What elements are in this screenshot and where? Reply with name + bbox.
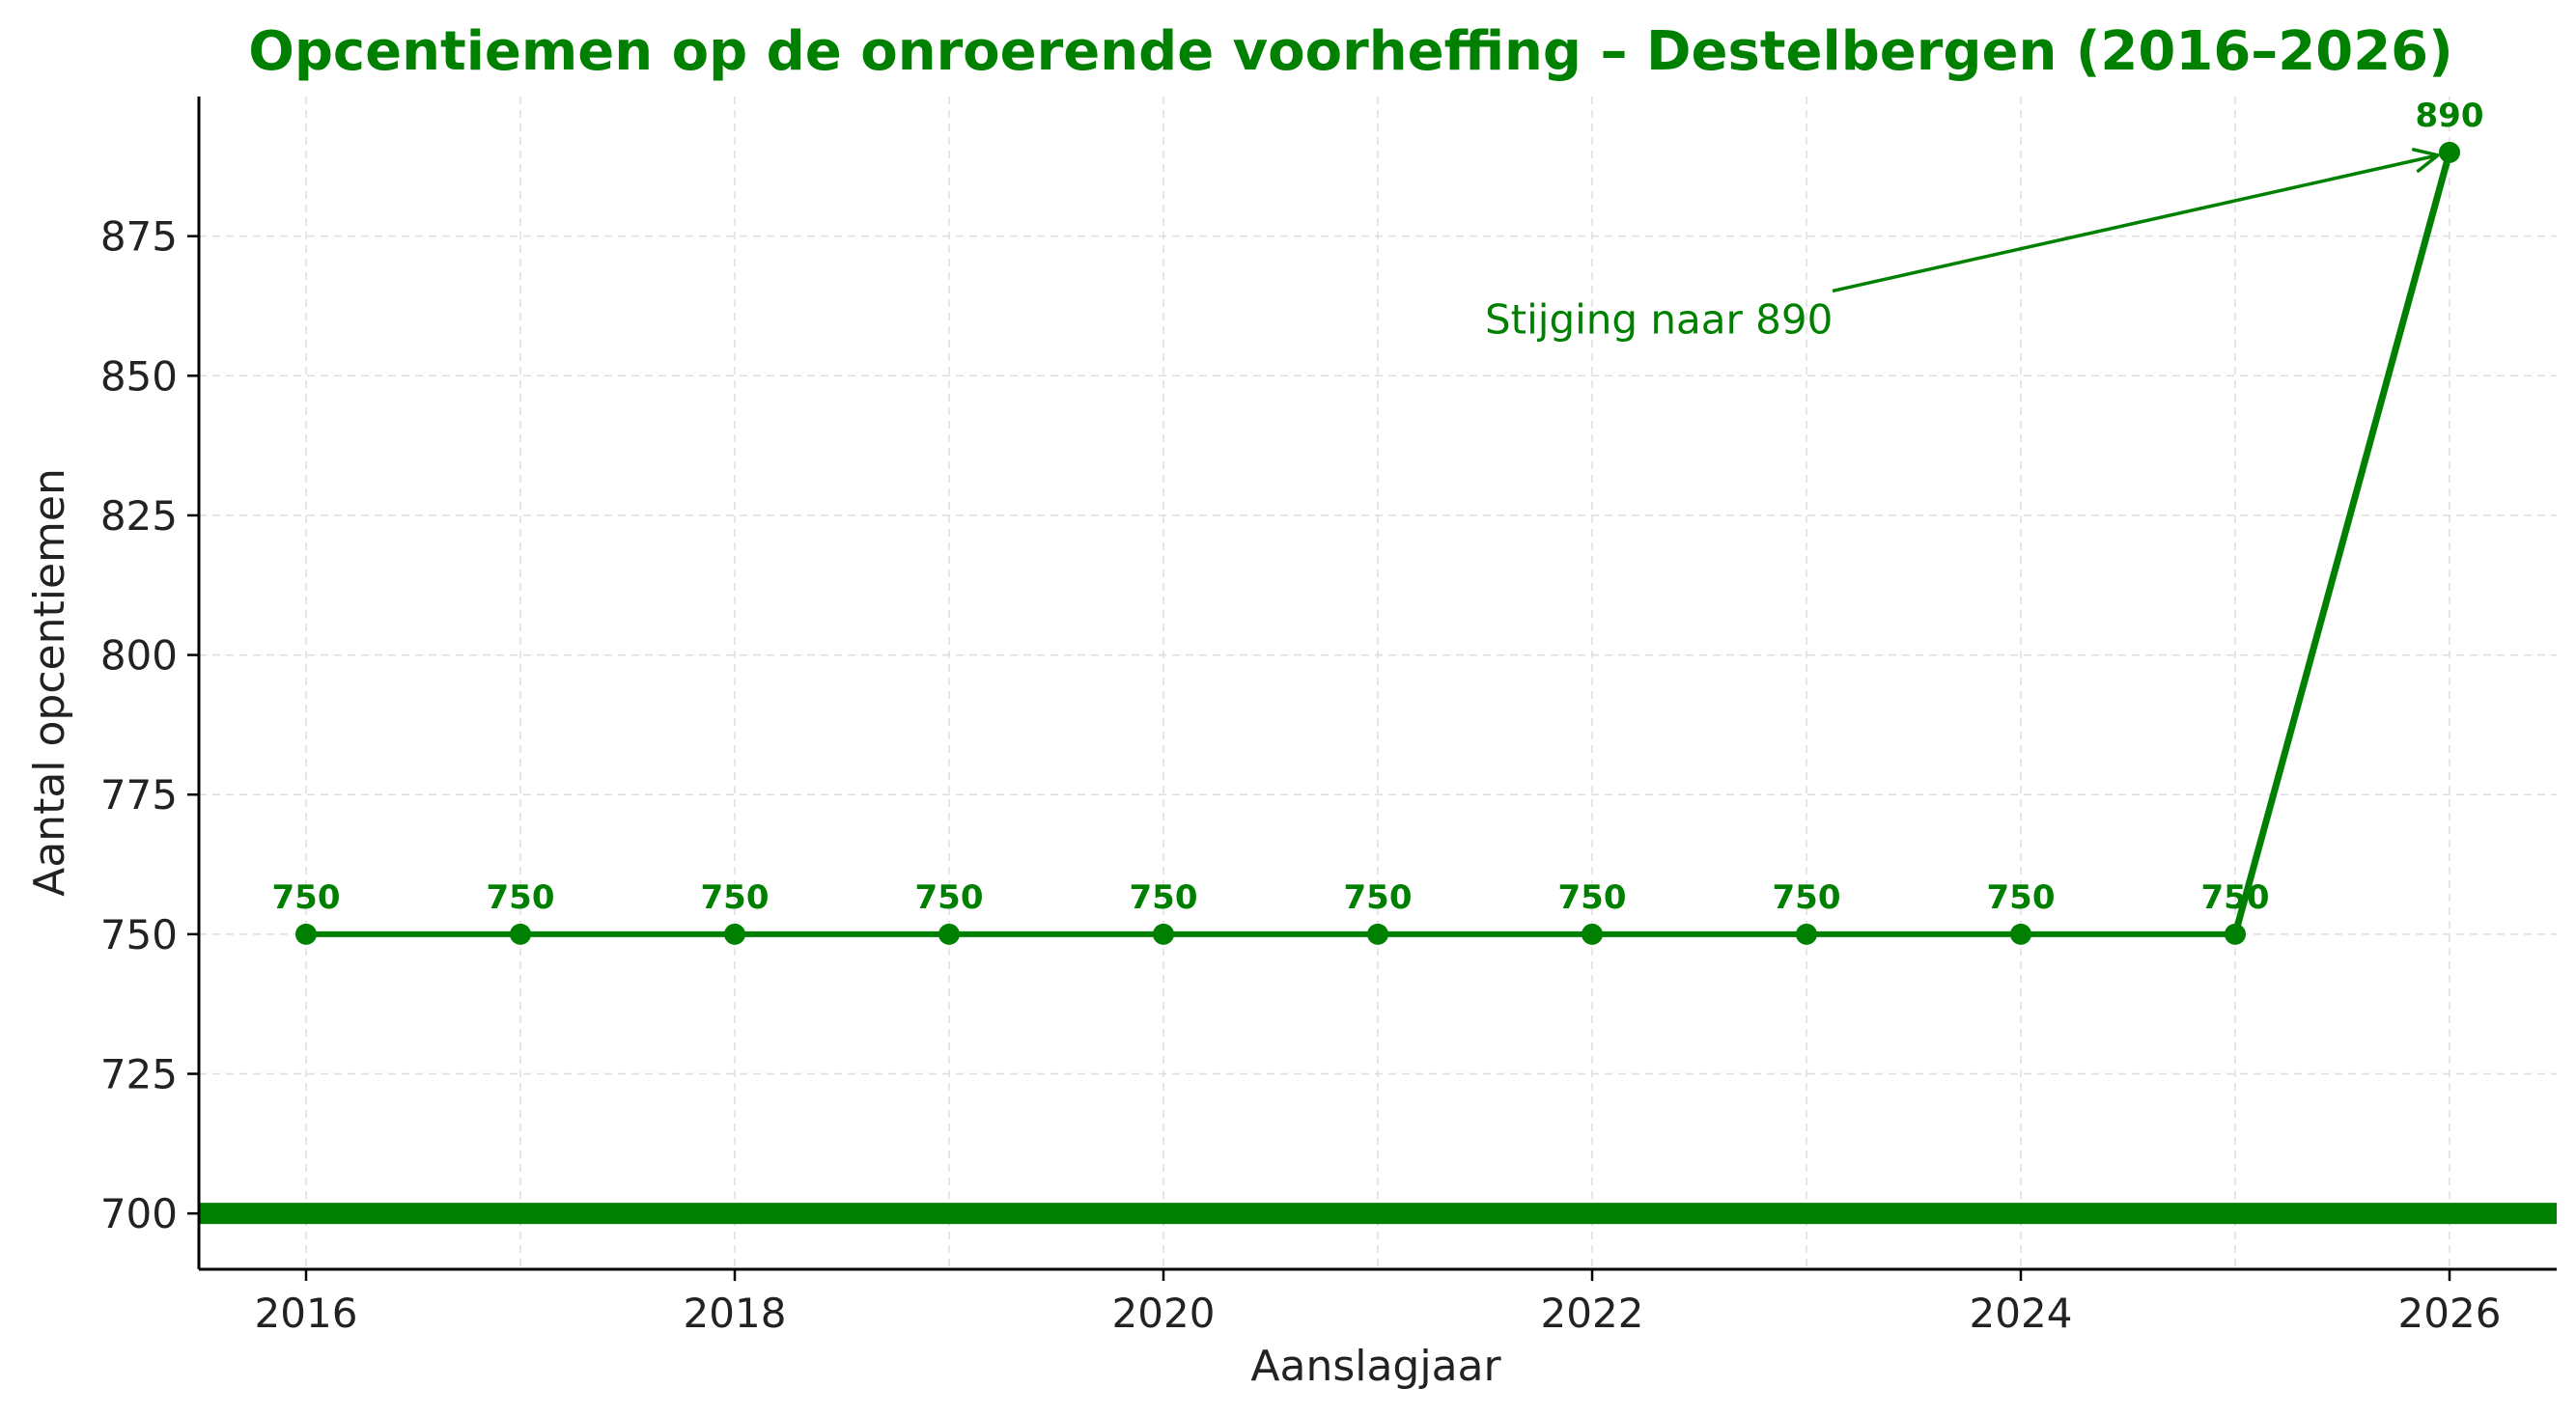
x-tick-label: 2016 xyxy=(255,1290,358,1337)
grid-lines xyxy=(199,97,2557,1269)
data-point xyxy=(2439,141,2460,163)
data-label: 750 xyxy=(1344,878,1413,917)
x-tick-label: 2024 xyxy=(1970,1290,2073,1337)
data-point xyxy=(2225,923,2246,945)
y-tick-label: 800 xyxy=(100,632,178,680)
data-label: 750 xyxy=(1558,878,1627,917)
data-label: 750 xyxy=(1130,878,1198,917)
data-point xyxy=(1796,923,1817,945)
x-tick-label: 2018 xyxy=(684,1290,787,1337)
annotation-text: Stijging naar 890 xyxy=(1485,295,1833,343)
data-point xyxy=(510,923,531,945)
y-tick-label: 775 xyxy=(100,771,178,819)
x-axis-label: Aanslagjaar xyxy=(1250,1342,1501,1391)
x-tick-label: 2020 xyxy=(1112,1290,1216,1337)
data-label: 750 xyxy=(701,878,770,917)
data-point xyxy=(938,923,960,945)
annotation: Stijging naar 890 xyxy=(1485,148,2440,343)
chart-title: Opcentiemen op de onroerende voorheffing… xyxy=(248,20,2453,83)
tick-labels: 2016 2018 2020 2022 2024 2026 700 725 750 775 800 8… xyxy=(100,213,2502,1337)
data-label: 890 xyxy=(2416,97,2484,135)
data-point xyxy=(1367,923,1388,945)
data-label: 750 xyxy=(2201,878,2270,917)
data-point xyxy=(2010,923,2031,945)
data-label: 750 xyxy=(1987,878,2056,917)
data-point xyxy=(295,923,317,945)
data-label: 750 xyxy=(272,878,341,917)
series-line-segment xyxy=(2231,149,2453,938)
data-label: 750 xyxy=(1773,878,1841,917)
y-axis-label: Aantal opcentiemen xyxy=(25,468,74,897)
data-point xyxy=(724,923,745,945)
data-label: 750 xyxy=(915,878,984,917)
arrowhead-icon xyxy=(2411,148,2440,173)
data-point xyxy=(1153,923,1174,945)
annotation-arrow xyxy=(1832,153,2439,293)
data-labels: 750 750 750 750 750 750 750 750 750 750 890 xyxy=(272,97,2484,917)
y-tick-label: 850 xyxy=(100,352,178,400)
y-tick-label: 725 xyxy=(100,1051,178,1098)
x-tick-label: 2022 xyxy=(1541,1290,1644,1337)
data-label: 750 xyxy=(487,878,555,917)
x-tick-label: 2026 xyxy=(2398,1290,2502,1337)
y-tick-label: 875 xyxy=(100,213,178,261)
y-tick-label: 700 xyxy=(100,1190,178,1237)
y-tick-label: 750 xyxy=(100,911,178,958)
series-layer xyxy=(295,141,2460,945)
y-tick-label: 825 xyxy=(100,492,178,540)
data-point xyxy=(1582,923,1603,945)
